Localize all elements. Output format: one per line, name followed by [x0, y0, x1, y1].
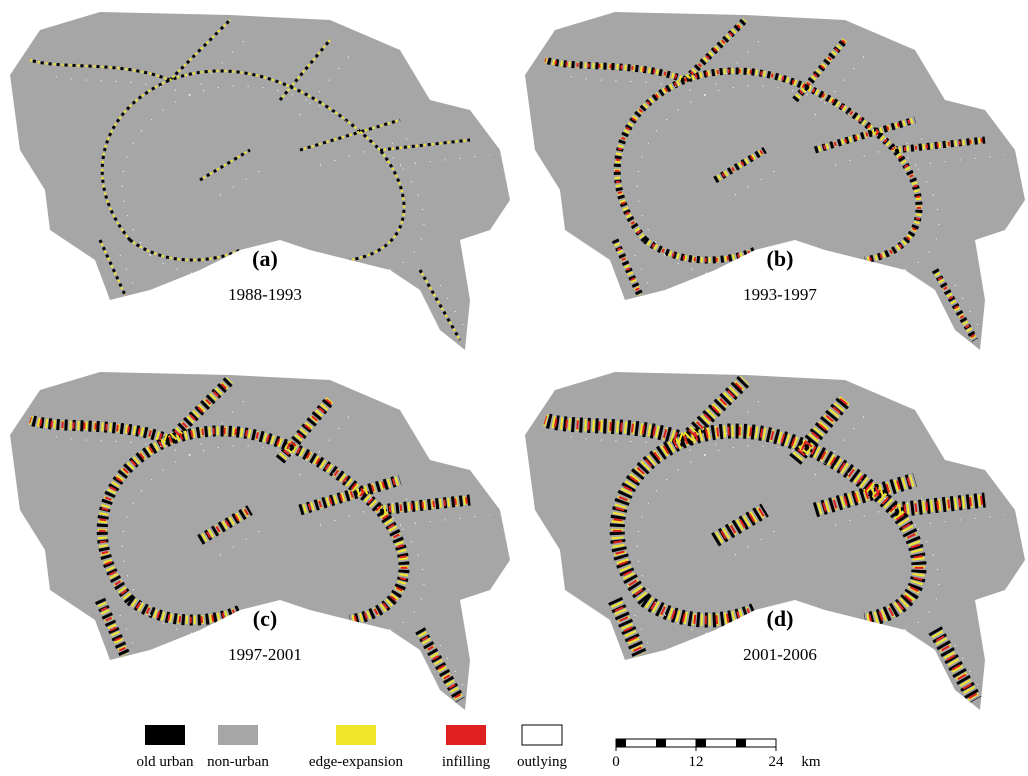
- legend-swatch: [145, 725, 185, 745]
- period-label: 1988-1993: [228, 285, 302, 304]
- map-panel: (c) 1997-2001: [10, 372, 510, 710]
- scale-tick-label: 12: [689, 754, 704, 770]
- legend-label: non-urban: [207, 754, 269, 770]
- scale-tick-label: 0: [612, 754, 620, 770]
- scale-segment: [656, 739, 666, 747]
- map-panel: (d) 2001-2006: [525, 372, 1025, 710]
- map-panel: (b) 1993-1997: [525, 12, 1025, 350]
- panel-label: (c): [253, 606, 277, 631]
- panel-label: (b): [767, 246, 794, 271]
- legend-label: old urban: [136, 754, 194, 770]
- map-panels: (a) 1988-1993 (b) 1993-1997 (c) 1997-2001 (d) 2…: [10, 12, 1025, 710]
- scale-segment: [696, 739, 706, 747]
- panel-label: (d): [767, 606, 794, 631]
- scale-segment: [616, 739, 626, 747]
- legend-swatch: [218, 725, 258, 745]
- scale-segment: [736, 739, 746, 747]
- period-label: 1997-2001: [228, 645, 302, 664]
- scale-unit: km: [801, 754, 821, 770]
- legend: old urban non-urban edge-expansion infillin…: [136, 724, 568, 770]
- legend-label: edge-expansion: [309, 754, 404, 770]
- period-label: 2001-2006: [743, 645, 817, 664]
- legend-swatch: [336, 725, 376, 745]
- period-label: 1993-1997: [743, 285, 817, 304]
- panel-label: (a): [252, 246, 278, 271]
- legend-swatch: [446, 725, 486, 745]
- scale-bar: 0 12 24 km: [612, 738, 821, 770]
- legend-label: infilling: [442, 754, 491, 770]
- map-panel: (a) 1988-1993: [10, 12, 510, 350]
- legend-label: outlying: [517, 754, 568, 770]
- scale-tick-label: 24: [769, 754, 785, 770]
- legend-swatch: [521, 724, 563, 746]
